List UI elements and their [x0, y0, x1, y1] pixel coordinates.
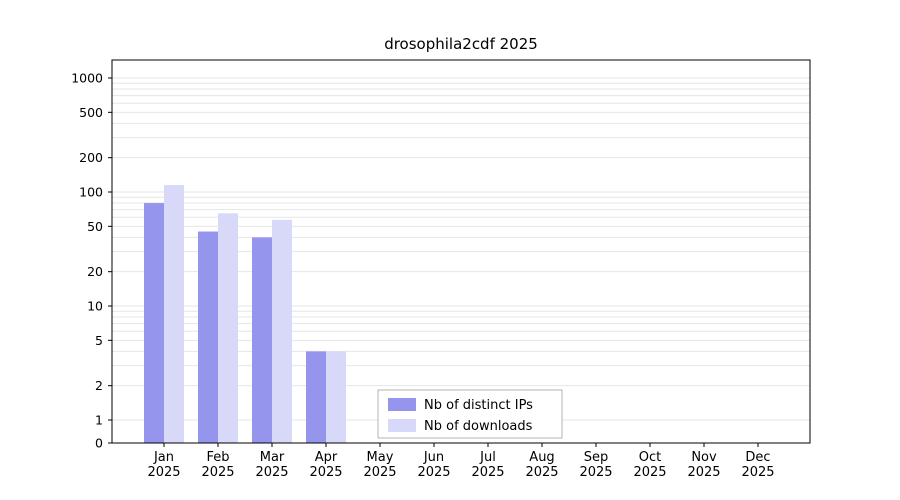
- bar-nb-of-downloads-feb: [218, 213, 238, 443]
- bar-nb-of-distinct-ips-mar: [252, 237, 272, 443]
- x-tick-label-year: 2025: [471, 465, 504, 480]
- y-tick-label: 200: [79, 150, 103, 165]
- x-tick-label-year: 2025: [255, 465, 288, 480]
- x-tick-label-month: Apr: [315, 450, 338, 465]
- x-tick-label-year: 2025: [633, 465, 666, 480]
- x-tick-label-month: Oct: [639, 450, 661, 465]
- x-axis: Jan2025Feb2025Mar2025Apr2025May2025Jun20…: [147, 443, 775, 480]
- x-tick-label-month: Aug: [529, 450, 554, 465]
- y-tick-label: 1000: [71, 71, 103, 86]
- y-tick-label: 20: [87, 264, 103, 279]
- y-axis: 0 1 2 5 10 20 50 100 200 500 1000: [71, 71, 112, 451]
- x-tick-label-year: 2025: [741, 465, 774, 480]
- x-tick-label-month: May: [367, 450, 394, 465]
- legend-swatch: [388, 398, 416, 411]
- x-tick-label-year: 2025: [525, 465, 558, 480]
- x-tick-label-year: 2025: [417, 465, 450, 480]
- x-tick-label-year: 2025: [147, 465, 180, 480]
- x-tick-label-year: 2025: [687, 465, 720, 480]
- x-tick-label-month: Feb: [206, 450, 229, 465]
- legend: Nb of distinct IPs Nb of downloads: [377, 389, 563, 439]
- y-tick-label: 2: [95, 378, 103, 393]
- x-tick-label-month: Mar: [260, 450, 285, 465]
- bar-nb-of-downloads-mar: [272, 219, 292, 443]
- x-tick-label-year: 2025: [579, 465, 612, 480]
- x-tick-label-year: 2025: [309, 465, 342, 480]
- y-tick-label: 100: [79, 185, 103, 200]
- x-tick-label-month: Nov: [691, 450, 717, 465]
- x-tick-label-month: Sep: [584, 450, 609, 465]
- bar-nb-of-distinct-ips-jan: [144, 203, 164, 443]
- y-tick-label: 5: [95, 333, 103, 348]
- x-tick-label-month: Dec: [745, 450, 770, 465]
- y-tick-label: 0: [95, 436, 103, 451]
- legend-label: Nb of distinct IPs: [424, 398, 533, 413]
- x-tick-label-month: Jul: [479, 450, 496, 465]
- x-tick-label-month: Jan: [153, 450, 174, 465]
- bar-nb-of-downloads-apr: [326, 351, 346, 443]
- y-tick-label: 1: [95, 413, 103, 428]
- legend-label: Nb of downloads: [424, 419, 533, 434]
- y-tick-label: 10: [87, 299, 103, 314]
- legend-swatch: [388, 419, 416, 432]
- x-tick-label-year: 2025: [363, 465, 396, 480]
- x-tick-label-year: 2025: [201, 465, 234, 480]
- plot-frame: [111, 59, 811, 444]
- bar-nb-of-distinct-ips-feb: [198, 231, 218, 443]
- x-tick-label-month: Jun: [423, 450, 444, 465]
- bar-nb-of-downloads-jan: [164, 185, 184, 443]
- y-tick-label: 500: [79, 105, 103, 120]
- y-tick-label: 50: [87, 219, 103, 234]
- bar-nb-of-distinct-ips-apr: [306, 351, 326, 443]
- bars: [144, 185, 346, 443]
- chart-title: drosophila2cdf 2025: [384, 35, 538, 53]
